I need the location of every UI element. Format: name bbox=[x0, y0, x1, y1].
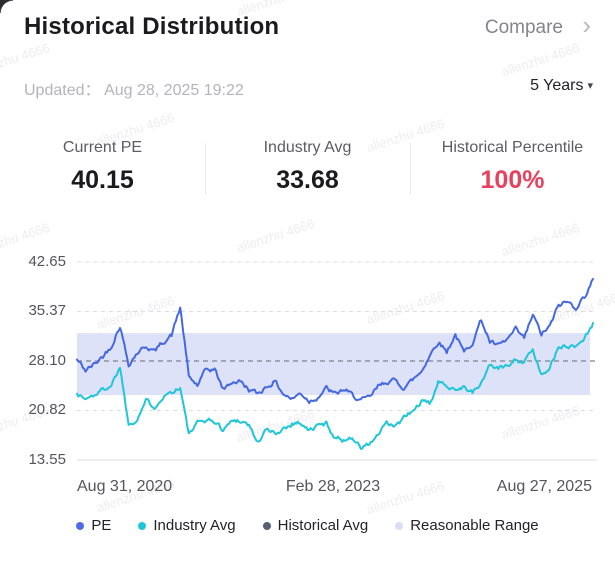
legend-label: Historical Avg bbox=[277, 517, 369, 534]
stat-label: Industry Avg bbox=[263, 139, 352, 156]
updated-value: Aug 28, 2025 19:22 bbox=[104, 82, 244, 99]
watermark-text: allenzhu 4666 bbox=[0, 39, 52, 80]
watermark-text: allenzhu 4666 bbox=[234, 405, 317, 446]
legend-item-historical-avg[interactable]: Historical Avg bbox=[262, 517, 369, 534]
legend-label: Reasonable Range bbox=[410, 517, 539, 534]
watermark-text: allenzhu 4666 bbox=[499, 219, 582, 260]
watermark-text: allenzhu 4666 bbox=[499, 39, 582, 80]
y-tick: 42.65 bbox=[28, 253, 66, 270]
chevron-right-icon[interactable]: › bbox=[582, 10, 591, 40]
chart-legend: PE Industry Avg Historical Avg Reasonabl… bbox=[0, 517, 615, 534]
reasonable-range-band bbox=[77, 333, 590, 396]
watermark-text: allenzhu 4666 bbox=[544, 287, 615, 328]
x-label-mid: Feb 28, 2023 bbox=[285, 478, 381, 495]
watermark-text: allenzhu 4666 bbox=[234, 215, 317, 256]
series-line-industry-avg bbox=[76, 322, 594, 450]
range-selector[interactable]: 5 Years ▾ bbox=[530, 77, 593, 95]
reasonable-range-dot-icon bbox=[395, 521, 404, 530]
legend-label: Industry Avg bbox=[153, 517, 236, 534]
legend-item-reasonable-range[interactable]: Reasonable Range bbox=[395, 517, 539, 534]
stat-historical-percentile: Historical Percentile 100% bbox=[410, 139, 615, 195]
x-label-start: Aug 31, 2020 bbox=[77, 478, 173, 495]
industry-avg-dot-icon bbox=[138, 521, 147, 530]
y-tick: 13.55 bbox=[28, 451, 66, 468]
watermark-text: allenzhu 4666 bbox=[499, 402, 582, 443]
legend-item-industry-avg[interactable]: Industry Avg bbox=[138, 517, 236, 534]
stat-industry-avg: Industry Avg 33.68 bbox=[205, 139, 410, 195]
stat-value: 40.15 bbox=[71, 166, 134, 194]
page-title: Historical Distribution bbox=[24, 13, 280, 40]
range-value: 5 Years bbox=[530, 77, 584, 94]
y-tick: 28.10 bbox=[28, 352, 66, 369]
stat-value: 100% bbox=[480, 166, 545, 194]
pe-dot-icon bbox=[76, 521, 85, 530]
compare-button[interactable]: Compare bbox=[484, 17, 563, 38]
updated-label: Updated： bbox=[24, 82, 101, 99]
stat-current-pe: Current PE 40.15 bbox=[0, 139, 205, 195]
series-line-pe bbox=[76, 278, 594, 405]
y-tick: 35.37 bbox=[28, 302, 66, 319]
stats-row: Current PE 40.15 Industry Avg 33.68 Hist… bbox=[0, 139, 615, 195]
watermark-text: allenzhu 4666 bbox=[94, 292, 177, 333]
x-label-end: Aug 27, 2025 bbox=[496, 478, 592, 495]
legend-label: PE bbox=[91, 517, 112, 534]
watermark-text: allenzhu 4666 bbox=[364, 287, 447, 328]
y-tick: 20.82 bbox=[28, 401, 66, 418]
caret-down-icon: ▾ bbox=[587, 80, 593, 92]
stat-value: 33.68 bbox=[276, 166, 339, 194]
legend-item-pe[interactable]: PE bbox=[76, 517, 111, 534]
stat-label: Current PE bbox=[62, 139, 143, 156]
window-corner bbox=[0, 0, 13, 13]
updated-timestamp: Updated： Aug 28, 2025 19:22 bbox=[24, 76, 244, 100]
historical-avg-dot-icon bbox=[262, 521, 271, 530]
stat-label: Historical Percentile bbox=[441, 139, 584, 156]
